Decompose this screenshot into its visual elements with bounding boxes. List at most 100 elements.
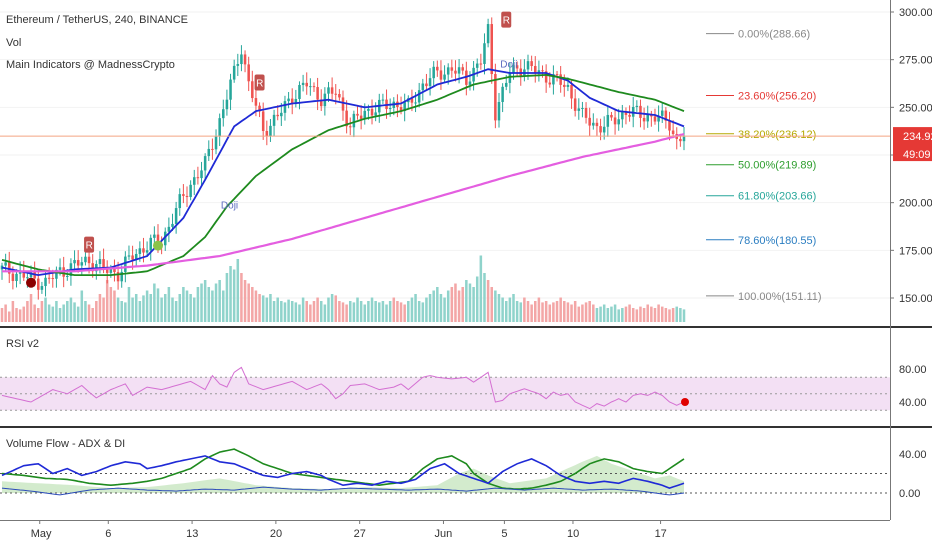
volume-bar	[138, 301, 142, 322]
candle-body	[534, 66, 537, 74]
candle-body	[272, 114, 276, 126]
candle-body	[294, 98, 298, 105]
volume-bar	[189, 294, 192, 322]
volume-bar	[44, 297, 47, 322]
candle-body	[243, 54, 247, 65]
candle-body	[214, 136, 218, 150]
volume-bar	[338, 301, 341, 322]
volume-bar	[182, 287, 185, 322]
volume-bar	[131, 297, 134, 322]
candle-body	[142, 248, 145, 253]
candle-body	[497, 101, 501, 121]
volume-bar	[290, 301, 294, 322]
volume-bar	[254, 290, 258, 322]
volume-bar	[682, 309, 686, 322]
volume-bar	[465, 280, 468, 322]
volume-bar	[232, 269, 236, 322]
candle-body	[454, 70, 457, 74]
volume-bar	[396, 301, 399, 322]
volume-bar	[269, 294, 272, 322]
volume-bar	[185, 290, 189, 322]
volume-bar	[385, 304, 388, 322]
volume-bar	[0, 308, 4, 322]
volume-bar	[563, 301, 566, 322]
volume-bar	[76, 306, 80, 322]
volume-bar	[62, 304, 65, 322]
candle-body	[182, 194, 185, 196]
volume-bar	[276, 297, 279, 322]
volume-flow-pane[interactable]	[0, 429, 890, 520]
candle-body	[290, 98, 294, 105]
volume-bar	[621, 308, 624, 322]
candle-body	[185, 195, 189, 198]
candle-body	[512, 65, 515, 74]
volume-bar	[251, 287, 254, 322]
volume-bar	[421, 302, 425, 322]
volume-bar	[51, 306, 55, 322]
candle-body	[73, 260, 76, 264]
candle-body	[494, 74, 497, 121]
candle-body	[381, 99, 385, 101]
candle-body	[341, 97, 345, 111]
volume-bar	[287, 299, 290, 322]
volume-bar	[606, 308, 610, 322]
rsi-series	[0, 366, 890, 411]
volume-bar	[468, 283, 472, 322]
time-tick-label: 20	[270, 528, 282, 540]
candle-body	[7, 262, 11, 274]
candle-body	[501, 86, 504, 102]
candle-body	[581, 108, 584, 110]
candle-body	[287, 98, 290, 102]
volume-bar	[334, 295, 338, 322]
doji-label: Doji	[500, 59, 517, 70]
candle-body	[588, 117, 591, 126]
volume-bar	[283, 302, 287, 322]
candle-body	[537, 70, 541, 74]
candle-body	[58, 267, 62, 270]
rsi-last-dot	[681, 398, 689, 406]
price-tick-label: 175.00	[899, 245, 932, 257]
volume-indicator-label[interactable]: Vol	[6, 37, 21, 49]
vf-line	[1, 455, 685, 489]
candle-body	[301, 82, 305, 86]
price-tick-label: 300.00	[899, 7, 932, 19]
r-badge-label: R	[86, 241, 93, 252]
candle-countdown: 49:09	[903, 149, 931, 161]
volume-bar	[439, 294, 443, 322]
fib-level-label: 38.20%(236.12)	[738, 129, 816, 141]
volume-bar	[29, 294, 33, 322]
candle-body	[80, 262, 84, 266]
time-tick-label: 5	[501, 528, 507, 540]
candle-body	[602, 126, 606, 133]
time-axis[interactable]: May 6 13 20 27 Jun 5 10 17	[31, 520, 667, 540]
volume-bar	[240, 273, 243, 322]
volume-bar	[526, 301, 530, 322]
volume-bar	[167, 287, 171, 322]
volume-bar	[87, 304, 91, 322]
candle-body	[116, 272, 120, 282]
volume-bar	[305, 301, 308, 322]
volume-bar	[69, 297, 73, 322]
candle-body	[254, 98, 258, 106]
candle-body	[225, 99, 229, 110]
volume-bar	[584, 302, 588, 322]
volume-bar	[392, 297, 396, 322]
r-badge	[84, 236, 95, 253]
volume-bar	[635, 309, 639, 322]
candle-body	[530, 61, 533, 67]
symbol-title[interactable]: Ethereum / TetherUS, 240, BINANCE	[6, 14, 188, 26]
volume-bar	[243, 280, 247, 322]
volume-flow-title[interactable]: Volume Flow - ADX & DI	[6, 438, 125, 450]
rsi-title[interactable]: RSI v2	[6, 338, 39, 350]
volume-bar	[214, 283, 218, 322]
volume-bar	[127, 287, 131, 322]
volume-bar	[319, 301, 323, 322]
volume-bar	[446, 290, 450, 322]
candle-body	[40, 286, 44, 290]
volume-bar	[624, 306, 628, 322]
candle-body	[642, 117, 646, 122]
main-indicators-label[interactable]: Main Indicators @ MadnessCrypto	[6, 59, 175, 71]
fib-level-label: 100.00%(151.11)	[738, 291, 822, 303]
current-price-tag	[893, 127, 932, 162]
